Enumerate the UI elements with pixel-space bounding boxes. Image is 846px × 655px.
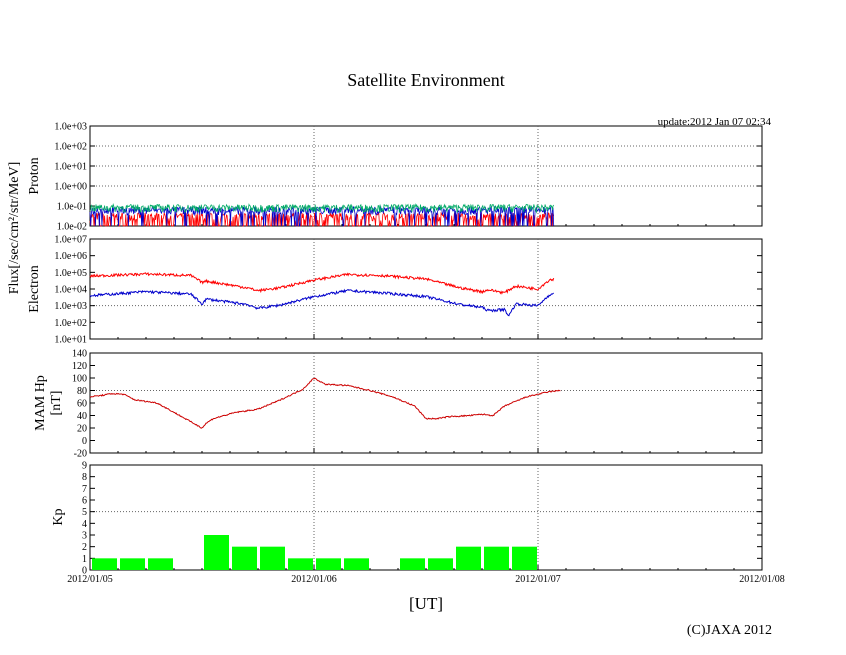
kp-bar [92,558,117,570]
y-tick-label: 1.0e+04 [54,285,87,296]
proton-series-line [89,203,555,214]
kp-bar [428,558,453,570]
kp-bar [484,546,509,570]
y-tick-label: 1.0e+01 [54,335,87,346]
panel-electron: 1.0e+01 1.0e+02 1.0e+03 1.0e+04 1.0e+05 1.0e+… [27,235,763,346]
y-tick-label: 0 [82,436,87,447]
y-axis-unit-hp: [nT] [49,391,64,416]
y-tick-label: 8 [82,472,87,483]
y-tick-label: 0 [82,566,87,577]
y-tick-label: -20 [74,449,87,460]
y-tick-label: 2 [82,542,87,553]
y-tick-label: 100 [72,374,87,385]
y-tick-label: 7 [82,484,87,495]
electron-series-line [89,272,555,295]
y-tick-label: 1.0e+06 [54,251,87,262]
kp-bar [232,546,257,570]
y-tick-label: 5 [82,507,87,518]
y-tick-label: 40 [77,411,87,422]
y-axis-label-electron: Electron [27,265,42,312]
kp-bar [512,546,537,570]
y-tick-label: 20 [77,424,87,435]
y-tick-label: 6 [82,496,87,507]
kp-bar [400,558,425,570]
y-tick-label: 120 [72,361,87,372]
kp-bar [204,535,229,570]
kp-bar [148,558,173,570]
y-tick-label: 1.0e+01 [54,162,87,173]
panel-frame [89,352,763,454]
y-tick-label: 140 [72,349,87,360]
y-axis-label-kp: Kp [51,508,66,525]
panel-frame [89,238,763,340]
y-tick-label: 3 [82,531,87,542]
proton-series-line [89,211,555,227]
kp-bar [120,558,145,570]
panel-frame [89,464,763,571]
x-tick-label: 2012/01/08 [739,574,785,585]
x-tick-label: 2012/01/06 [291,574,337,585]
y-tick-label: 4 [82,519,87,530]
y-tick-label: 1.0e+02 [54,142,87,153]
y-tick-label: 9 [82,461,87,472]
y-tick-label: 1.0e-02 [57,222,87,233]
y-tick-label: 1.0e+05 [54,268,87,279]
y-tick-label: 1.0e+03 [54,122,87,133]
x-tick-label: 2012/01/05 [67,574,113,585]
kp-bar [288,558,313,570]
y-tick-label: 1.0e+02 [54,318,87,329]
x-tick-label: 2012/01/07 [515,574,561,585]
chart-title: Satellite Environment [347,70,504,90]
y-axis-label-proton: Proton [27,157,42,194]
y-tick-label: 1 [82,554,87,565]
y-tick-label: 1.0e-01 [57,202,87,213]
kp-bar [344,558,369,570]
kp-bar [316,558,341,570]
y-tick-label: 1.0e+00 [54,182,87,193]
kp-bar [456,546,481,570]
y-tick-label: 1.0e+03 [54,301,87,312]
x-axis-label: [UT] [409,594,443,613]
hp-series-line [89,377,561,429]
y-tick-label: 60 [77,399,87,410]
y-axis-label-hp: MAM Hp [33,375,48,431]
proton-series-line [89,205,555,227]
electron-series-line [89,288,554,317]
update-timestamp: update:2012 Jan 07 02:34 [658,116,772,128]
y-tick-label: 1.0e+07 [54,235,87,246]
kp-bar [260,546,285,570]
panel-proton: 1.0e-02 1.0e-01 1.0e+00 1.0e+01 1.0e+02 1.0e+… [27,122,763,233]
flux-unit-label: Flux[/sec/cm²/str/MeV] [7,162,22,295]
copyright-notice: (C)JAXA 2012 [687,623,772,638]
y-tick-label: 80 [77,386,87,397]
